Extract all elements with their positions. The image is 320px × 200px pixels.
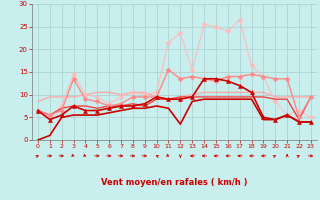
Text: Vent moyen/en rafales ( km/h ): Vent moyen/en rafales ( km/h ): [101, 178, 248, 187]
